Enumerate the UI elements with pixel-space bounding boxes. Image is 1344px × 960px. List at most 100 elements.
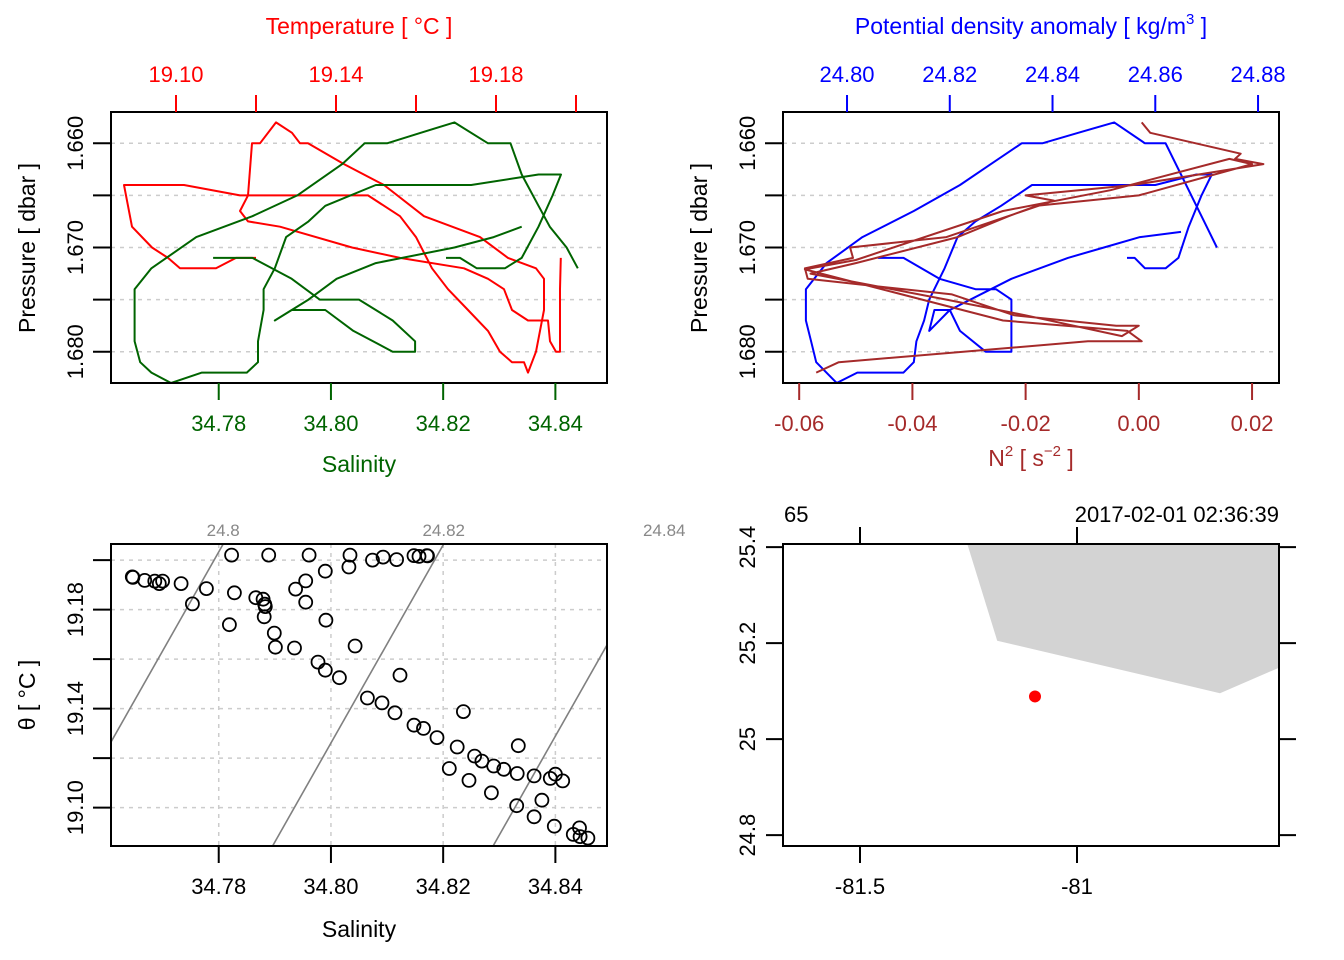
ts-point (411, 549, 427, 564)
pressure-tick-label: 1.670 (735, 220, 760, 275)
series-line-temperature (123, 121, 562, 374)
isopycnal-line (111, 544, 224, 744)
pressure-tick-label: 1.680 (63, 324, 88, 379)
ts-point (184, 596, 200, 612)
salinity-axis: 34.78 34.80 34.82 34.84 (191, 383, 583, 436)
ts-point (449, 739, 465, 755)
ts-point (365, 552, 380, 568)
ts-point (287, 640, 302, 656)
panel-station-map: -81.5 -81 24.8 25 25.2 25.4 65 2017-02-01 02:… (735, 502, 1296, 899)
ts-point (341, 559, 357, 575)
plot-frame (782, 543, 1280, 847)
ts-point (486, 758, 502, 774)
pressure-axis-title: Pressure [ dbar ] (686, 163, 712, 333)
ts-point (301, 547, 317, 563)
pressure-gridlines (783, 142, 1279, 353)
ts-point (298, 573, 314, 589)
series-line-potential-density-anomaly (804, 121, 1218, 384)
n2-title-sup: 2 (1005, 443, 1013, 460)
ts-point (331, 670, 347, 686)
n2-title-sup2: −2 (1044, 443, 1061, 460)
n2-title-mid: [ s (1013, 445, 1044, 471)
n2-title-end: ] (1061, 445, 1074, 471)
top-axis-tick-label: 19.18 (468, 62, 523, 87)
ts-point (526, 809, 542, 825)
density-title-sup: 3 (1186, 11, 1194, 28)
ts-point (267, 639, 283, 655)
ts-point (298, 594, 314, 610)
ts-point (374, 695, 390, 711)
ts-point (555, 773, 571, 789)
ts-point (173, 576, 189, 591)
bottom-axis-tick-label: 0.02 (1231, 411, 1274, 436)
pressure-axis: 1.660 1.670 1.680 (735, 116, 783, 379)
density-title-main: Potential density anomaly [ kg/m (855, 13, 1186, 39)
pressure-tick-label: 1.660 (63, 116, 88, 171)
ts-point (342, 547, 358, 563)
ts-point (224, 547, 240, 563)
n2-axis-title: N2 [ s−2 ] (988, 443, 1074, 471)
profile-lines (803, 121, 1265, 384)
isopycnal-line (492, 643, 607, 846)
theta-axis: 19.10 19.14 19.18 (63, 559, 111, 835)
ts-point (125, 570, 141, 585)
top-axis-tick-label: 24.84 (1025, 62, 1080, 87)
bottom-axis-tick-label: 34.80 (303, 411, 358, 436)
temperature-axis-title: Temperature [ °C ] (266, 13, 453, 39)
ts-point (359, 690, 375, 706)
ts-point (496, 761, 512, 777)
ts-point (389, 552, 405, 567)
isopycnal-label: 24.82 (422, 521, 465, 540)
ts-point (429, 730, 445, 745)
bottom-axis-tick-label: 34.84 (528, 411, 583, 436)
ts-point (441, 761, 457, 776)
density-axis: 24.80 24.82 24.84 24.86 24.88 (819, 62, 1286, 112)
series-line-salinity (133, 121, 579, 384)
map-axes: -81.5 -81 24.8 25 25.2 25.4 (735, 526, 1296, 899)
bottom-axis-tick-label: 34.78 (191, 411, 246, 436)
ts-point (420, 548, 435, 564)
ts-point (137, 573, 153, 588)
pressure-gridlines (111, 142, 607, 353)
salinity-axis: 34.78 34.80 34.82 34.84 (191, 846, 583, 899)
series-line-salinity-b (213, 225, 523, 353)
salinity-axis-title: Salinity (322, 451, 397, 477)
ts-point (510, 738, 526, 754)
top-axis-tick-label: 24.80 (819, 62, 874, 87)
isopycnal-label: 24.84 (643, 521, 686, 540)
salinity-axis-title: Salinity (322, 916, 397, 942)
ts-point (483, 785, 499, 801)
salinity-tick-label: 34.78 (191, 874, 246, 899)
ts-point (534, 792, 550, 808)
ts-point (198, 581, 214, 596)
ts-point (406, 717, 422, 733)
plot-frame (110, 543, 608, 847)
ts-point (151, 576, 167, 591)
ts-point (317, 563, 333, 579)
latitude-tick-label: 24.8 (735, 814, 760, 857)
theta-tick-label: 19.14 (63, 681, 88, 736)
pressure-tick-label: 1.680 (735, 324, 760, 379)
station-time: 2017-02-01 02:36:39 (1075, 502, 1279, 527)
isopycnal-line (271, 544, 445, 846)
ts-point (221, 617, 237, 633)
theta-axis-title: θ [ °C ] (14, 660, 40, 731)
ts-point (155, 573, 171, 589)
bottom-axis-tick-label: -0.04 (887, 411, 937, 436)
top-axis-tick-label: 19.10 (148, 62, 203, 87)
theta-tick-label: 19.18 (63, 582, 88, 637)
ts-point (526, 768, 542, 784)
bottom-axis-tick-label: 0.00 (1117, 411, 1160, 436)
top-axis-tick-label: 24.88 (1231, 62, 1286, 87)
longitude-tick-label: -81.5 (835, 874, 885, 899)
ts-point (392, 667, 408, 683)
ts-point (509, 766, 525, 781)
ts-point (375, 549, 391, 565)
ts-point (317, 662, 333, 678)
latitude-tick-label: 25 (735, 727, 760, 751)
bottom-axis-tick-label: -0.02 (1001, 411, 1051, 436)
ts-point (261, 547, 277, 563)
station-marker[interactable] (1028, 690, 1041, 703)
